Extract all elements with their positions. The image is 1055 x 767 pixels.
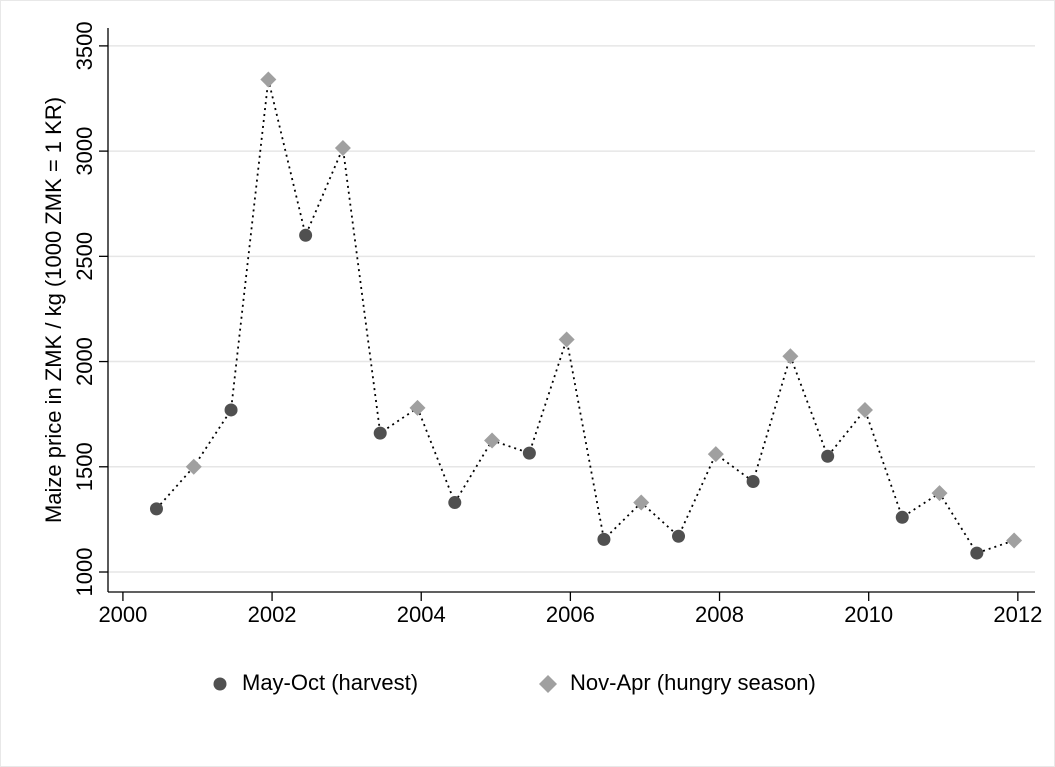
diamond-marker [633, 494, 650, 511]
x-tick-label: 2010 [844, 602, 893, 627]
circle-marker [149, 502, 163, 516]
circle-marker [373, 426, 387, 440]
x-tick-label: 2002 [248, 602, 297, 627]
y-tick-label: 3500 [72, 21, 97, 70]
diamond-marker [334, 139, 351, 156]
y-tick-label: 1000 [72, 548, 97, 597]
circle-marker [299, 228, 313, 242]
circle-marker [597, 532, 611, 546]
y-tick-label: 2500 [72, 232, 97, 281]
x-tick-label: 2000 [98, 602, 147, 627]
y-tick-label: 3000 [72, 127, 97, 176]
diamond-marker [185, 458, 202, 475]
diamond-marker [931, 485, 948, 502]
legend-label: Nov-Apr (hungry season) [570, 670, 816, 695]
circle-marker [895, 510, 909, 524]
x-tick-label: 2012 [993, 602, 1042, 627]
y-axis-label: Maize price in ZMK / kg (1000 ZMK = 1 KR… [41, 97, 66, 523]
legend-marker [539, 675, 557, 693]
diamond-marker [409, 399, 426, 416]
circle-marker [821, 449, 835, 463]
y-tick-label: 1500 [72, 442, 97, 491]
circle-marker [746, 475, 760, 489]
diamond-marker [856, 401, 873, 418]
x-tick-label: 2004 [397, 602, 446, 627]
legend-label: May-Oct (harvest) [242, 670, 418, 695]
circle-marker [448, 496, 462, 510]
diamond-marker [484, 432, 501, 449]
x-tick-label: 2008 [695, 602, 744, 627]
diamond-marker [707, 446, 724, 463]
diamond-marker [558, 331, 575, 348]
diamond-marker [260, 71, 277, 88]
diamond-marker [782, 348, 799, 365]
diamond-marker [1006, 532, 1023, 549]
circle-marker [224, 403, 238, 417]
circle-marker [970, 546, 984, 560]
circle-marker [672, 529, 686, 543]
y-tick-label: 2000 [72, 337, 97, 386]
circle-marker [522, 446, 536, 460]
legend-marker [213, 677, 227, 691]
x-tick-label: 2006 [546, 602, 595, 627]
